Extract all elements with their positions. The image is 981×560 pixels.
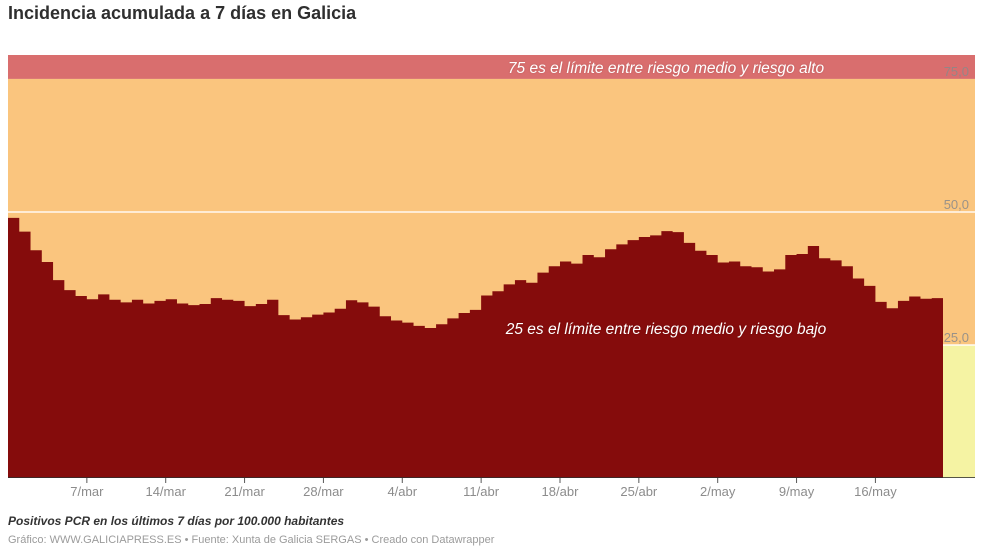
page-title: Incidencia acumulada a 7 días en Galicia [8,3,357,23]
chart-plot-area: 75 es el límite entre riesgo medio y rie… [8,55,975,483]
x-tick-label: 9/may [778,484,815,499]
incidence-area [8,217,943,478]
x-tick-label: 7/mar [70,484,104,499]
footer-note: Positivos PCR en los últimos 7 días por … [8,514,345,528]
x-tick-label: 25/abr [620,484,658,499]
x-tick-label: 28/mar [303,484,344,499]
x-tick-label: 16/may [854,484,897,499]
x-tick-label: 18/abr [541,484,579,499]
x-tick-label: 2/may [699,484,736,499]
x-tick-label: 11/abr [463,484,500,499]
chart-canvas [8,55,975,483]
x-tick-label: 14/mar [145,484,186,499]
band-riesgo-alto [8,55,975,79]
x-tick-label: 21/mar [224,484,265,499]
footer-credit: Gráfico: WWW.GALICIAPRESS.ES • Fuente: X… [8,534,495,546]
x-tick-label: 4/abr [387,484,418,499]
x-axis-labels: 7/mar 14/mar 21/mar 28/mar 4/abr 11/abr 18/abr… [0,484,981,500]
